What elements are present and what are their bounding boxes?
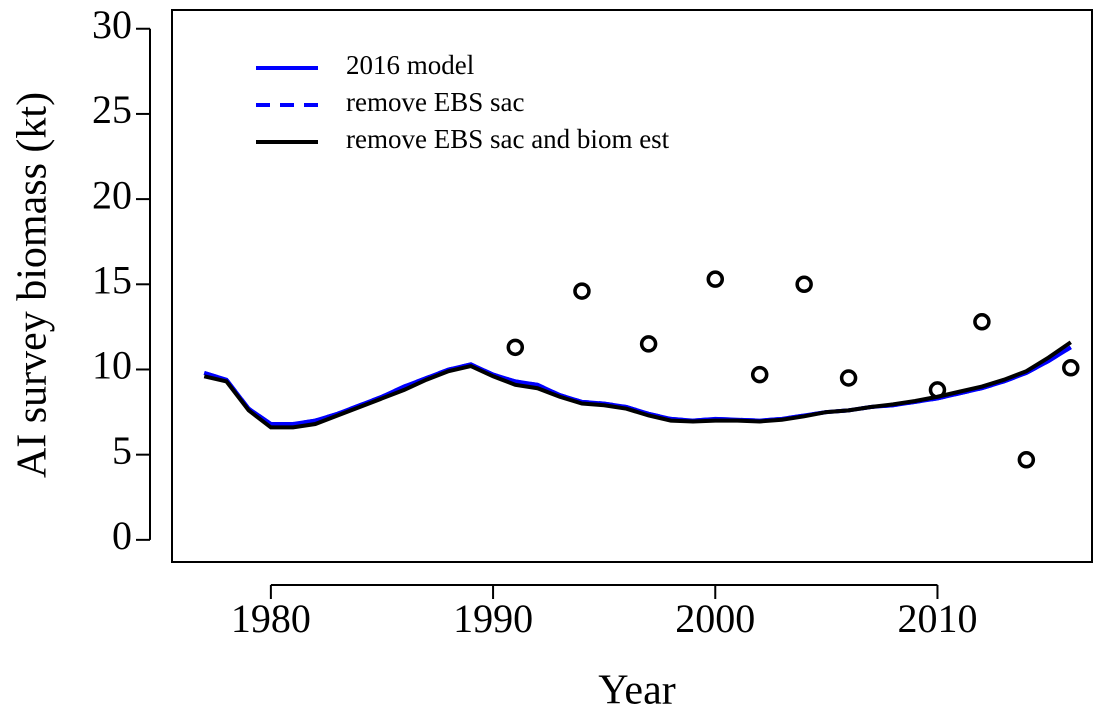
- y-tick-label: 0: [112, 513, 132, 558]
- data-point: [573, 282, 591, 300]
- series-line: [203, 340, 1072, 430]
- data-point: [795, 275, 813, 294]
- data-point: [839, 369, 858, 387]
- data-point: [639, 335, 658, 353]
- x-axis-label: Year: [598, 668, 675, 714]
- data-point: [973, 313, 991, 331]
- legend-label: remove EBS sac: [346, 87, 524, 117]
- data-point: [1017, 451, 1036, 469]
- data-point: [706, 270, 725, 288]
- y-tick-label: 5: [112, 428, 132, 473]
- data-point: [750, 365, 769, 384]
- x-tick-label: 2000: [675, 596, 755, 641]
- data-point: [928, 381, 947, 399]
- legend-label: remove EBS sac and biom est: [346, 124, 670, 154]
- data-point: [1062, 359, 1080, 377]
- x-tick-label: 1990: [453, 596, 533, 641]
- y-tick-label: 25: [92, 87, 132, 132]
- x-tick-label: 1980: [231, 596, 311, 641]
- y-tick-label: 15: [92, 257, 132, 302]
- y-tick-label: 30: [92, 2, 132, 47]
- legend-label: 2016 model: [346, 50, 474, 80]
- y-tick-label: 20: [92, 172, 132, 217]
- y-axis-label: AI survey biomass (kt): [10, 92, 56, 478]
- plot-box: [171, 9, 1093, 563]
- y-tick-label: 10: [92, 343, 132, 388]
- data-point: [506, 338, 525, 357]
- x-tick-label: 2010: [897, 596, 977, 641]
